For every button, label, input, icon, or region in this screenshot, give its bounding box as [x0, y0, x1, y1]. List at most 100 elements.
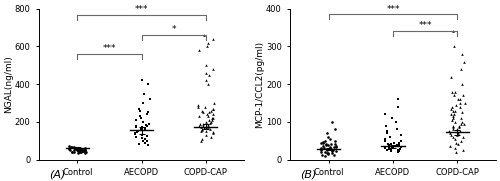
- Point: [145, 122, 153, 125]
- Point: [210, 131, 218, 134]
- Point: [385, 148, 393, 150]
- Point: [456, 130, 464, 133]
- Point: [395, 150, 403, 153]
- Point: [446, 130, 454, 133]
- Point: [383, 149, 391, 151]
- Point: [132, 132, 140, 134]
- Y-axis label: MCP-1/CCL2(pg/ml): MCP-1/CCL2(pg/ml): [256, 41, 264, 128]
- Point: [457, 122, 465, 125]
- Point: [206, 121, 214, 124]
- Point: [136, 109, 143, 112]
- Point: [452, 103, 460, 106]
- Point: [388, 146, 396, 149]
- Point: [458, 111, 466, 114]
- Point: [204, 123, 212, 126]
- Point: [452, 128, 460, 131]
- Point: [316, 147, 324, 150]
- Point: [141, 127, 149, 130]
- Point: [328, 150, 336, 153]
- Point: [324, 152, 332, 155]
- Point: [209, 132, 217, 134]
- Point: [381, 137, 389, 140]
- Point: [458, 83, 466, 86]
- Point: [207, 135, 215, 138]
- Point: [454, 98, 462, 101]
- Point: [319, 144, 327, 147]
- Point: [457, 68, 465, 71]
- Point: [449, 115, 457, 118]
- Point: [456, 102, 464, 104]
- Point: [448, 124, 456, 127]
- Point: [209, 68, 217, 71]
- Point: [330, 153, 338, 156]
- Point: [330, 145, 338, 148]
- Point: [199, 122, 207, 125]
- Point: [142, 123, 150, 126]
- Point: [380, 139, 388, 142]
- Point: [141, 137, 149, 140]
- Point: [210, 37, 218, 40]
- Point: [321, 154, 329, 157]
- Point: [381, 147, 389, 150]
- Point: [328, 149, 336, 152]
- Point: [75, 149, 83, 152]
- Point: [202, 130, 210, 133]
- Point: [460, 122, 468, 125]
- Point: [131, 133, 139, 136]
- Point: [332, 150, 340, 153]
- Point: [394, 149, 402, 151]
- Point: [458, 52, 466, 55]
- Point: [194, 49, 202, 52]
- Point: [394, 105, 402, 108]
- Point: [450, 113, 458, 116]
- Point: [194, 105, 202, 108]
- Point: [198, 125, 205, 128]
- Point: [328, 148, 336, 151]
- Point: [324, 151, 332, 154]
- Point: [385, 144, 393, 147]
- Point: [324, 144, 332, 147]
- Point: [204, 41, 212, 44]
- Point: [77, 148, 85, 150]
- Point: [204, 83, 212, 86]
- Point: [195, 124, 203, 127]
- Point: [450, 117, 458, 119]
- Text: ***: ***: [102, 44, 116, 53]
- Point: [140, 128, 148, 131]
- Point: [448, 126, 456, 129]
- Point: [73, 147, 81, 150]
- Point: [457, 139, 465, 142]
- Point: [199, 111, 207, 114]
- Point: [322, 151, 330, 154]
- Text: (A): (A): [49, 169, 65, 179]
- Point: [80, 149, 88, 152]
- Point: [134, 130, 141, 133]
- Text: *: *: [172, 25, 176, 34]
- Point: [385, 147, 393, 150]
- Point: [452, 141, 460, 144]
- Point: [321, 139, 329, 142]
- Point: [66, 148, 74, 151]
- Point: [328, 120, 336, 123]
- Point: [202, 79, 210, 82]
- Point: [456, 105, 464, 108]
- Point: [208, 119, 216, 121]
- Point: [459, 149, 467, 151]
- Point: [78, 148, 86, 151]
- Point: [194, 103, 202, 106]
- Point: [322, 142, 330, 145]
- Point: [70, 145, 78, 148]
- Point: [397, 146, 405, 149]
- Point: [138, 117, 145, 119]
- Point: [384, 130, 392, 133]
- Point: [318, 149, 326, 151]
- Point: [459, 135, 467, 138]
- Point: [382, 124, 390, 127]
- Point: [143, 134, 151, 137]
- Point: [454, 143, 462, 146]
- Point: [135, 143, 143, 146]
- Point: [394, 145, 402, 148]
- Point: [452, 120, 460, 123]
- Point: [202, 120, 210, 123]
- Point: [144, 83, 152, 86]
